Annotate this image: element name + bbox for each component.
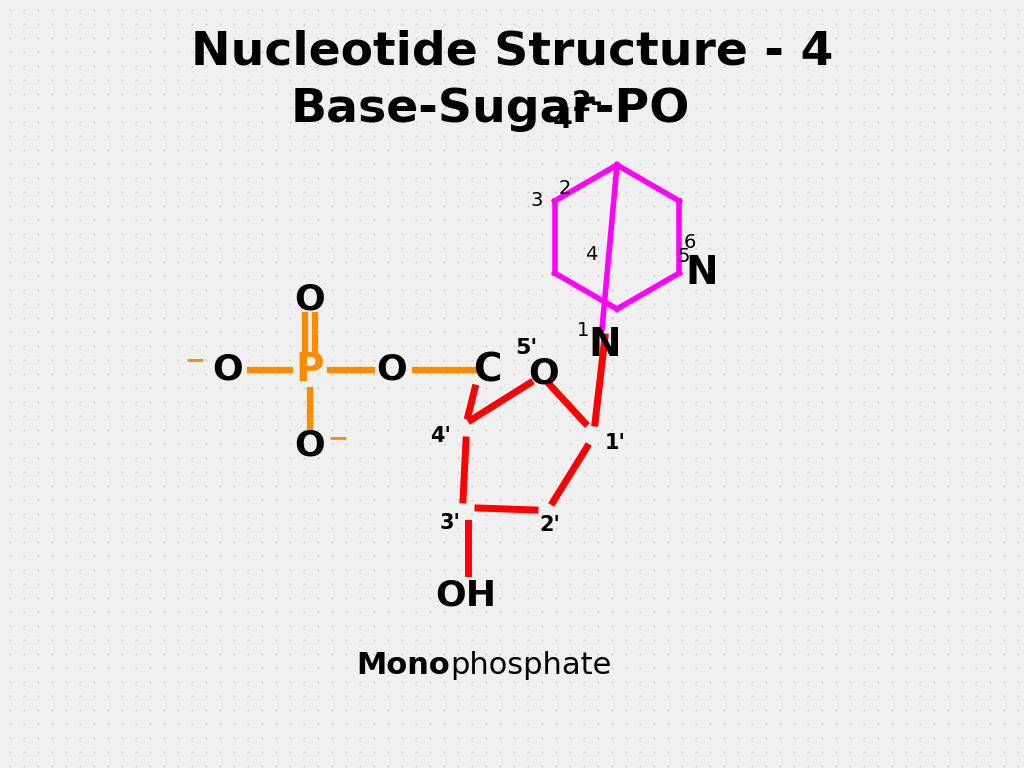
- Text: 3: 3: [530, 191, 543, 210]
- Text: N: N: [589, 326, 622, 364]
- Text: phosphate: phosphate: [450, 650, 611, 680]
- Text: N: N: [685, 254, 718, 292]
- Text: O: O: [528, 357, 559, 391]
- Text: Mono: Mono: [356, 650, 450, 680]
- Text: 2': 2': [540, 515, 560, 535]
- Text: 6: 6: [683, 233, 695, 251]
- Text: O: O: [295, 283, 326, 317]
- Text: 4: 4: [553, 106, 572, 134]
- Text: −: −: [184, 348, 206, 372]
- Text: 2: 2: [558, 178, 570, 197]
- Text: 4': 4': [430, 426, 452, 446]
- Text: O: O: [295, 428, 326, 462]
- Text: P: P: [296, 351, 325, 389]
- Text: O: O: [213, 353, 244, 387]
- Text: 4: 4: [585, 246, 597, 264]
- Text: 2-: 2-: [572, 89, 603, 117]
- Text: O: O: [377, 353, 408, 387]
- Text: Nucleotide Structure - 4: Nucleotide Structure - 4: [190, 29, 834, 74]
- Text: 5: 5: [677, 247, 689, 266]
- Text: 3': 3': [439, 513, 461, 533]
- Text: −: −: [328, 426, 348, 450]
- Text: C: C: [473, 351, 502, 389]
- Text: 5': 5': [515, 338, 538, 358]
- Text: 1': 1': [604, 433, 626, 453]
- Text: 1: 1: [577, 322, 589, 340]
- Text: OH: OH: [435, 579, 497, 613]
- Text: Base-Sugar-PO: Base-Sugar-PO: [291, 88, 690, 133]
